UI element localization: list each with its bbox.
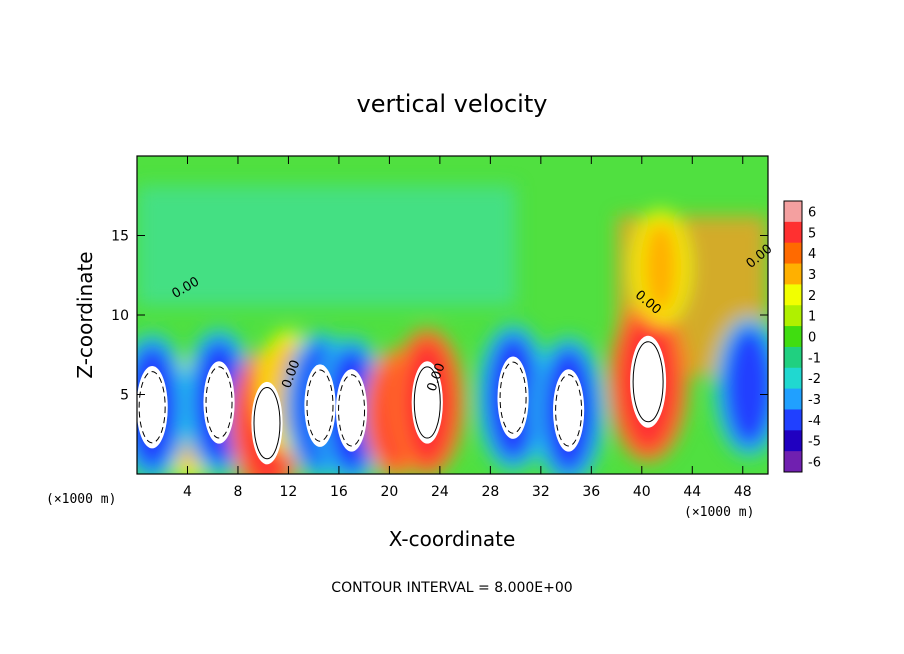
contour-lines — [138, 341, 664, 460]
y-axis-ticks: 5 10 15 — [111, 229, 768, 404]
field-core — [335, 369, 368, 452]
colorbar-label: -1 — [808, 351, 821, 366]
field-core — [251, 381, 283, 465]
y-tick-label: 15 — [111, 229, 129, 245]
field-blob — [723, 326, 768, 447]
colorbar-label: 3 — [808, 268, 816, 283]
colorbar-frame — [783, 200, 803, 473]
colorbar: 6 5 4 3 2 1 0 -1 -2 -3 -4 -5 -6 — [783, 200, 821, 473]
colorbar-swatch — [784, 388, 802, 410]
x-tick-label: 32 — [532, 484, 550, 500]
contour-line — [138, 371, 166, 444]
contour-line — [555, 374, 583, 447]
field-core — [553, 369, 585, 452]
x-tick-label: 28 — [481, 484, 499, 500]
y-tick-label: 10 — [111, 308, 129, 324]
colorbar-label: 5 — [808, 226, 816, 241]
field-core — [203, 361, 235, 444]
colorbar-label: 0 — [808, 331, 816, 346]
colorbar-label: -4 — [808, 414, 821, 429]
colorbar-label: 2 — [808, 289, 816, 304]
colorbar-swatch — [784, 430, 802, 452]
x-axis-ticks: 4 8 12 16 20 24 28 32 36 40 44 48 — [183, 156, 752, 500]
colorbar-label: -3 — [808, 393, 821, 408]
x-tick-label: 8 — [233, 484, 242, 500]
contour-line — [253, 387, 281, 460]
x-tick-label: 48 — [734, 484, 752, 500]
colorbar-swatch — [784, 367, 802, 390]
colorbar-label: -5 — [808, 435, 821, 450]
field-core — [304, 364, 336, 447]
x-unit-left: (×1000 m) — [46, 492, 116, 507]
x-tick-label: 4 — [183, 484, 192, 500]
velocity-field — [137, 186, 768, 474]
colorbar-label: 1 — [808, 310, 816, 325]
x-tick-label: 44 — [683, 484, 701, 500]
colorbar-swatch — [784, 305, 802, 327]
plot-area: 0.000.00 0.000.000.00 4 8 12 16 20 24 28 32 36 40 4… — [111, 155, 775, 500]
x-tick-label: 36 — [582, 484, 600, 500]
colorbar-swatch — [784, 326, 802, 348]
colorbar-label: -2 — [808, 372, 821, 387]
field-core — [497, 356, 529, 439]
colorbar-swatch — [784, 284, 802, 306]
contour-line — [205, 366, 233, 439]
contour-line — [413, 366, 441, 439]
x-tick-label: 16 — [330, 484, 348, 500]
colorbar-swatch — [784, 242, 802, 265]
x-tick-label: 20 — [380, 484, 398, 500]
field-blob — [641, 219, 680, 315]
contour-line — [499, 361, 527, 434]
colorbar-swatch — [784, 201, 802, 223]
chart-title: vertical velocity — [357, 90, 548, 118]
colorbar-label: -6 — [808, 456, 821, 471]
field-core — [137, 366, 168, 449]
colorbar-swatch — [784, 263, 802, 285]
field-core — [411, 361, 443, 444]
field-wash — [137, 186, 516, 306]
x-tick-label: 40 — [633, 484, 651, 500]
colorbar-swatch — [784, 346, 802, 369]
field-core — [630, 335, 667, 428]
y-tick-label: 5 — [120, 388, 129, 404]
contour-line — [632, 341, 664, 423]
colorbar-swatch — [784, 451, 802, 473]
x-axis-label: X-coordinate — [389, 527, 516, 551]
x-tick-label: 12 — [280, 484, 298, 500]
x-unit-right: (×1000 m) — [684, 505, 754, 520]
contour-line — [306, 369, 334, 442]
y-axis-label: Z-coordinate — [73, 251, 97, 378]
colorbar-swatch — [784, 409, 802, 431]
contour-line — [338, 374, 366, 447]
colorbar-swatch — [784, 221, 802, 244]
contour-interval-note: CONTOUR INTERVAL = 8.000E+00 — [331, 580, 572, 596]
colorbar-label: 6 — [808, 205, 816, 220]
colorbar-label: 4 — [808, 247, 816, 262]
x-tick-label: 24 — [431, 484, 449, 500]
